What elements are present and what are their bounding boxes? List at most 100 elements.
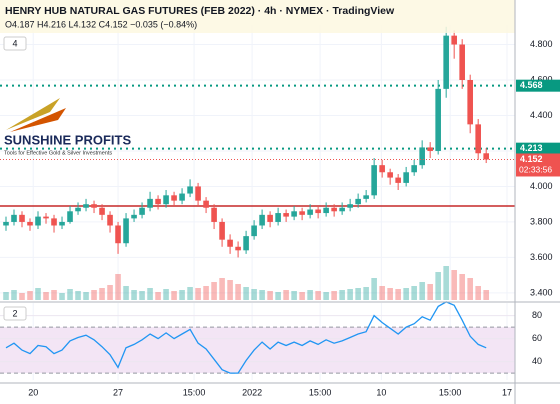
watermark: SUNSHINE PROFITS Tools for Effective Gol…	[4, 98, 131, 156]
candle-body	[187, 186, 193, 194]
candle-body	[443, 35, 449, 89]
volume-bar	[315, 291, 321, 300]
candle-body	[211, 207, 217, 222]
candle-body	[99, 207, 105, 215]
volume-bar	[139, 291, 145, 300]
volume-bar	[179, 290, 185, 300]
volume-bar	[43, 292, 49, 300]
candle-body	[19, 214, 25, 222]
y-tick-label: 4.800	[530, 39, 553, 49]
candle-body	[355, 198, 361, 205]
candle-body	[419, 147, 425, 166]
volume-bar	[259, 290, 265, 300]
candle-body	[43, 216, 49, 219]
volume-bar	[307, 290, 313, 300]
candle-body	[403, 172, 409, 183]
candle-body	[219, 221, 225, 240]
y-tick-label: 3.600	[530, 252, 553, 262]
volume-bar	[59, 293, 65, 300]
x-tick-label: 10	[376, 387, 386, 397]
pane-badge[interactable]	[3, 36, 27, 51]
volume-bar	[235, 284, 241, 300]
volume-bar	[323, 292, 329, 300]
candle-body	[11, 214, 17, 222]
volume-bar	[75, 291, 81, 300]
volume-bar	[243, 287, 249, 300]
candle-body	[411, 165, 417, 173]
chart-title: HENRY HUB NATURAL GAS FUTURES (FEB 2022)…	[5, 5, 395, 17]
candle-body	[483, 153, 489, 160]
volume-bar	[347, 289, 353, 300]
volume-bar	[35, 288, 41, 300]
ohlc-legend: O4.187 H4.216 L4.132 C4.152 −0.035 (−0.8…	[5, 19, 197, 29]
volume-bar	[411, 286, 417, 300]
candle-body	[299, 211, 305, 215]
volume-bar	[107, 285, 113, 300]
volume-bar	[475, 286, 481, 300]
volume-bar	[227, 280, 233, 300]
candle-body	[235, 246, 241, 251]
volume-bar	[251, 289, 257, 300]
y-tick-label: 3.400	[530, 287, 553, 297]
candle-body	[107, 214, 113, 226]
candle-body	[467, 80, 473, 125]
candle-body	[139, 207, 145, 215]
candle-body	[59, 221, 65, 226]
volume-bar	[171, 291, 177, 300]
volume-bar	[387, 288, 393, 300]
volume-bar	[427, 284, 433, 300]
pane-badge[interactable]	[3, 306, 27, 321]
candle-body	[171, 195, 177, 201]
volume-bar	[395, 289, 401, 300]
rsi-band	[0, 327, 515, 374]
candle-body	[203, 200, 209, 208]
volume-bar	[163, 289, 169, 300]
volume-bar	[299, 292, 305, 300]
candle-body	[123, 218, 129, 244]
candle-body	[179, 193, 185, 201]
candle-body	[83, 204, 89, 208]
level-label: 4.213	[520, 143, 543, 153]
candle-body	[307, 209, 313, 215]
header-bg	[0, 0, 515, 33]
volume-bar	[339, 290, 345, 300]
rsi-tick-label: 80	[532, 310, 542, 320]
candle-body	[147, 198, 153, 208]
volume-bar	[131, 290, 137, 300]
rsi-tick-label: 60	[532, 333, 542, 343]
level-label: 4.568	[520, 80, 543, 90]
volume-bar	[435, 272, 441, 300]
pane-label: 4	[12, 38, 17, 48]
candle-body	[371, 165, 377, 196]
x-tick-label: 17	[502, 387, 512, 397]
volume-bar	[27, 291, 33, 300]
candle-body	[291, 211, 297, 217]
volume-bar	[3, 292, 9, 300]
candle-body	[459, 44, 465, 80]
candle-body	[387, 172, 393, 178]
y-tick-label: 3.800	[530, 216, 553, 226]
candle-body	[427, 147, 433, 151]
volume-bar	[363, 287, 369, 300]
volume-bar	[451, 270, 457, 300]
candle-body	[331, 207, 337, 212]
x-tick-label: 15:00	[439, 387, 462, 397]
rsi-line	[5, 301, 487, 374]
candle-body	[243, 236, 249, 251]
volume-bar	[459, 274, 465, 300]
candle-body	[395, 177, 401, 183]
candle-body	[91, 204, 97, 208]
volume-bar	[195, 288, 201, 300]
candle-body	[275, 213, 281, 222]
x-tick-label: 27	[113, 387, 123, 397]
volume-bar	[275, 292, 281, 300]
candle-body	[195, 186, 201, 201]
volume-bar	[51, 290, 57, 300]
candle-body	[163, 195, 169, 205]
candle-body	[75, 207, 81, 212]
volume-bar	[155, 292, 161, 300]
logo-tagline: Tools for Effective Gold & Silver Invest…	[4, 150, 112, 156]
volume-bar	[67, 289, 73, 300]
candle-body	[363, 195, 369, 199]
